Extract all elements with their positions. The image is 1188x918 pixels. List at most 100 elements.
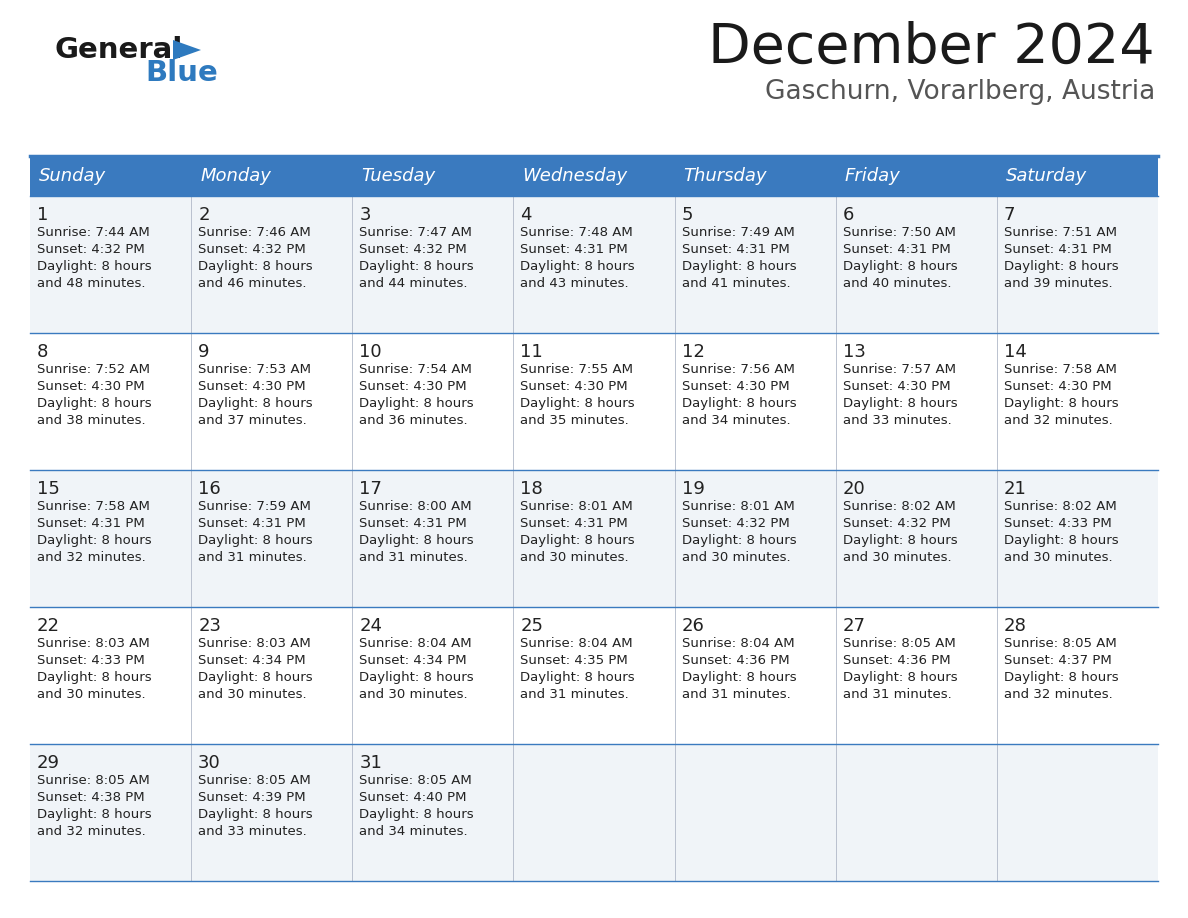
Text: 13: 13 (842, 343, 866, 361)
Text: Sunset: 4:32 PM: Sunset: 4:32 PM (359, 243, 467, 256)
Text: Sunset: 4:34 PM: Sunset: 4:34 PM (359, 654, 467, 667)
Text: Sunrise: 8:01 AM: Sunrise: 8:01 AM (682, 500, 795, 513)
Text: Daylight: 8 hours: Daylight: 8 hours (37, 260, 152, 273)
Text: Daylight: 8 hours: Daylight: 8 hours (37, 397, 152, 410)
Text: and 44 minutes.: and 44 minutes. (359, 277, 468, 290)
Text: 27: 27 (842, 617, 866, 635)
Text: General: General (55, 36, 183, 64)
Text: and 32 minutes.: and 32 minutes. (37, 825, 146, 838)
Text: Daylight: 8 hours: Daylight: 8 hours (37, 808, 152, 821)
Text: Sunrise: 8:05 AM: Sunrise: 8:05 AM (1004, 637, 1117, 650)
Text: Daylight: 8 hours: Daylight: 8 hours (682, 534, 796, 547)
Text: Sunset: 4:31 PM: Sunset: 4:31 PM (198, 517, 305, 530)
Text: and 32 minutes.: and 32 minutes. (1004, 414, 1113, 427)
Text: Daylight: 8 hours: Daylight: 8 hours (842, 397, 958, 410)
Text: Daylight: 8 hours: Daylight: 8 hours (520, 260, 636, 273)
Text: Daylight: 8 hours: Daylight: 8 hours (37, 534, 152, 547)
Text: Sunset: 4:30 PM: Sunset: 4:30 PM (198, 380, 305, 393)
Text: and 46 minutes.: and 46 minutes. (198, 277, 307, 290)
Text: 8: 8 (37, 343, 49, 361)
Bar (30, 333, 1158, 470)
Text: and 34 minutes.: and 34 minutes. (359, 825, 468, 838)
Text: Daylight: 8 hours: Daylight: 8 hours (198, 260, 312, 273)
Text: Sunset: 4:30 PM: Sunset: 4:30 PM (37, 380, 145, 393)
Text: and 30 minutes.: and 30 minutes. (842, 551, 952, 564)
Text: Sunrise: 7:58 AM: Sunrise: 7:58 AM (1004, 363, 1117, 376)
Text: Sunset: 4:31 PM: Sunset: 4:31 PM (682, 243, 789, 256)
Text: 12: 12 (682, 343, 704, 361)
Text: Sunrise: 8:03 AM: Sunrise: 8:03 AM (198, 637, 311, 650)
Text: and 40 minutes.: and 40 minutes. (842, 277, 952, 290)
Bar (30, 607, 1158, 744)
Text: and 31 minutes.: and 31 minutes. (520, 688, 630, 701)
Text: Sunrise: 7:56 AM: Sunrise: 7:56 AM (682, 363, 795, 376)
Text: 31: 31 (359, 754, 383, 772)
Text: Sunrise: 7:50 AM: Sunrise: 7:50 AM (842, 226, 955, 239)
Text: Sunrise: 8:03 AM: Sunrise: 8:03 AM (37, 637, 150, 650)
Text: Sunrise: 7:48 AM: Sunrise: 7:48 AM (520, 226, 633, 239)
Text: Sunrise: 8:05 AM: Sunrise: 8:05 AM (359, 774, 472, 787)
Text: Daylight: 8 hours: Daylight: 8 hours (37, 671, 152, 684)
Text: Daylight: 8 hours: Daylight: 8 hours (682, 671, 796, 684)
Text: 14: 14 (1004, 343, 1026, 361)
Text: and 37 minutes.: and 37 minutes. (198, 414, 307, 427)
Text: Sunset: 4:40 PM: Sunset: 4:40 PM (359, 791, 467, 804)
Text: Sunset: 4:30 PM: Sunset: 4:30 PM (842, 380, 950, 393)
Text: 21: 21 (1004, 480, 1026, 498)
Text: Daylight: 8 hours: Daylight: 8 hours (842, 260, 958, 273)
Text: 26: 26 (682, 617, 704, 635)
Text: 20: 20 (842, 480, 866, 498)
Bar (30, 470, 1158, 607)
Text: Daylight: 8 hours: Daylight: 8 hours (359, 397, 474, 410)
Text: Daylight: 8 hours: Daylight: 8 hours (842, 534, 958, 547)
Text: 29: 29 (37, 754, 61, 772)
Text: 11: 11 (520, 343, 543, 361)
Text: 18: 18 (520, 480, 543, 498)
Text: Sunset: 4:33 PM: Sunset: 4:33 PM (37, 654, 145, 667)
Text: and 30 minutes.: and 30 minutes. (520, 551, 630, 564)
Polygon shape (173, 40, 201, 60)
Text: Sunrise: 8:04 AM: Sunrise: 8:04 AM (520, 637, 633, 650)
Text: Sunset: 4:30 PM: Sunset: 4:30 PM (682, 380, 789, 393)
Text: Sunrise: 8:01 AM: Sunrise: 8:01 AM (520, 500, 633, 513)
Text: Sunrise: 8:05 AM: Sunrise: 8:05 AM (842, 637, 955, 650)
Text: 16: 16 (198, 480, 221, 498)
Text: Sunset: 4:33 PM: Sunset: 4:33 PM (1004, 517, 1112, 530)
Text: 28: 28 (1004, 617, 1026, 635)
Text: Sunrise: 8:00 AM: Sunrise: 8:00 AM (359, 500, 472, 513)
Text: 19: 19 (682, 480, 704, 498)
Text: and 31 minutes.: and 31 minutes. (359, 551, 468, 564)
Text: and 31 minutes.: and 31 minutes. (198, 551, 307, 564)
Text: Sunrise: 7:51 AM: Sunrise: 7:51 AM (1004, 226, 1117, 239)
Text: and 39 minutes.: and 39 minutes. (1004, 277, 1112, 290)
Text: and 31 minutes.: and 31 minutes. (842, 688, 952, 701)
Text: 25: 25 (520, 617, 543, 635)
Text: Daylight: 8 hours: Daylight: 8 hours (520, 534, 636, 547)
Text: Sunrise: 7:49 AM: Sunrise: 7:49 AM (682, 226, 795, 239)
Text: Daylight: 8 hours: Daylight: 8 hours (198, 671, 312, 684)
Text: Sunset: 4:39 PM: Sunset: 4:39 PM (198, 791, 305, 804)
Text: 1: 1 (37, 206, 49, 224)
Text: Sunrise: 8:04 AM: Sunrise: 8:04 AM (359, 637, 472, 650)
Text: and 30 minutes.: and 30 minutes. (198, 688, 307, 701)
Bar (30, 196, 1158, 333)
Text: Sunrise: 7:59 AM: Sunrise: 7:59 AM (198, 500, 311, 513)
Text: 15: 15 (37, 480, 59, 498)
Text: Sunset: 4:30 PM: Sunset: 4:30 PM (520, 380, 628, 393)
Text: 30: 30 (198, 754, 221, 772)
Text: 3: 3 (359, 206, 371, 224)
Text: 22: 22 (37, 617, 61, 635)
Text: Sunrise: 7:57 AM: Sunrise: 7:57 AM (842, 363, 955, 376)
Text: and 30 minutes.: and 30 minutes. (359, 688, 468, 701)
Text: and 41 minutes.: and 41 minutes. (682, 277, 790, 290)
Text: Sunset: 4:38 PM: Sunset: 4:38 PM (37, 791, 145, 804)
Text: Sunset: 4:32 PM: Sunset: 4:32 PM (37, 243, 145, 256)
Text: Tuesday: Tuesday (361, 167, 436, 185)
Text: Blue: Blue (145, 59, 217, 87)
Text: Sunset: 4:31 PM: Sunset: 4:31 PM (520, 243, 628, 256)
Text: Sunrise: 7:53 AM: Sunrise: 7:53 AM (198, 363, 311, 376)
Text: Sunrise: 7:52 AM: Sunrise: 7:52 AM (37, 363, 150, 376)
Text: 4: 4 (520, 206, 532, 224)
Text: Sunset: 4:34 PM: Sunset: 4:34 PM (198, 654, 305, 667)
Text: Sunrise: 8:05 AM: Sunrise: 8:05 AM (37, 774, 150, 787)
